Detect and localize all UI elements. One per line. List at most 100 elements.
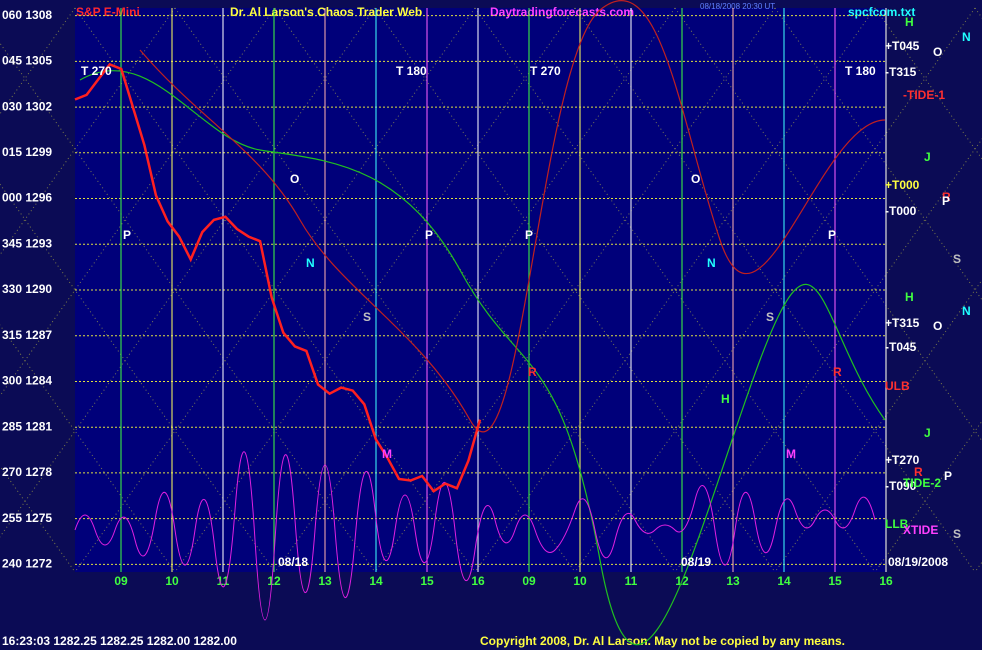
side-letter: S bbox=[953, 252, 961, 266]
lattice-line bbox=[874, 420, 982, 573]
x-tick-label: 13 bbox=[726, 574, 740, 588]
annotation: P bbox=[828, 228, 836, 242]
annotation: H bbox=[721, 392, 730, 406]
level-label: TIDE-2 bbox=[903, 476, 941, 490]
side-letter: P bbox=[944, 469, 952, 483]
lattice-line bbox=[0, 324, 176, 573]
level-label: ULB bbox=[885, 379, 910, 393]
annotation: N bbox=[707, 256, 716, 270]
y-tick-label: 015 1299 bbox=[2, 145, 52, 159]
y-tick-label: 300 1284 bbox=[2, 374, 52, 388]
level-label: +T000 bbox=[885, 178, 920, 192]
x-tick-label: 09 bbox=[114, 574, 128, 588]
instrument: S&P E-Mini bbox=[76, 5, 140, 19]
y-tick-label: 045 1305 bbox=[2, 54, 52, 68]
x-tick-label: 09 bbox=[522, 574, 536, 588]
y-tick-label: 240 1272 bbox=[2, 557, 52, 571]
x-tick-label: 15 bbox=[828, 574, 842, 588]
level-label: -T090 bbox=[885, 479, 917, 493]
annotation: R bbox=[528, 365, 537, 379]
copyright: Copyright 2008, Dr. Al Larson. May not b… bbox=[480, 634, 845, 648]
annotation: M bbox=[382, 447, 392, 461]
annotation: T 270 bbox=[530, 64, 561, 78]
status: 16:23:03 1282.25 1282.25 1282.00 1282.00 bbox=[2, 634, 237, 648]
annotation: 08/19/2008 bbox=[888, 555, 948, 569]
side-letter: O bbox=[933, 45, 942, 59]
annotation: O bbox=[290, 172, 299, 186]
y-tick-label: 285 1281 bbox=[2, 419, 52, 433]
lattice-line bbox=[474, 7, 876, 573]
indicator bbox=[139, 0, 886, 433]
x-tick-label: 14 bbox=[777, 574, 791, 588]
side-letter: H bbox=[905, 290, 914, 304]
lattice-line bbox=[0, 183, 276, 573]
level-label: +T045 bbox=[885, 39, 920, 53]
side-letter: J bbox=[924, 150, 931, 164]
annotation: P bbox=[525, 228, 533, 242]
side-letter: S bbox=[953, 527, 961, 541]
y-tick-label: 330 1290 bbox=[2, 282, 52, 296]
indicator bbox=[79, 70, 886, 646]
annotation: S bbox=[363, 310, 371, 324]
y-tick-label: 345 1293 bbox=[2, 236, 52, 250]
level-label: -TIDE-1 bbox=[903, 88, 945, 102]
level-label: -T045 bbox=[885, 340, 917, 354]
annotation: 08/18 bbox=[278, 555, 308, 569]
annotation: N bbox=[306, 256, 315, 270]
y-tick-label: 000 1296 bbox=[2, 191, 52, 205]
y-tick-label: 030 1302 bbox=[2, 99, 52, 113]
x-tick-label: 14 bbox=[369, 574, 383, 588]
lattice-line bbox=[774, 279, 982, 573]
website: Daytradingforecasts.com bbox=[490, 5, 634, 19]
annotation: P bbox=[123, 228, 131, 242]
side-letter: O bbox=[933, 319, 942, 333]
annotation: S bbox=[766, 310, 774, 324]
lattice-line bbox=[0, 42, 376, 573]
lattice-line bbox=[0, 465, 76, 573]
x-tick-label: 11 bbox=[217, 574, 230, 588]
lattice-line bbox=[374, 7, 776, 573]
lattice-line bbox=[74, 7, 476, 573]
indicator bbox=[74, 451, 876, 621]
lattice-line bbox=[74, 7, 476, 573]
y-tick-label: 255 1275 bbox=[2, 511, 52, 525]
lattice-line bbox=[474, 7, 876, 573]
price-line bbox=[74, 62, 482, 493]
lattice-line bbox=[574, 7, 976, 573]
annotation: O bbox=[691, 172, 700, 186]
x-tick-label: 11 bbox=[625, 574, 638, 588]
level-label: +T315 bbox=[885, 316, 920, 330]
annotation: T 180 bbox=[396, 64, 427, 78]
chart-title: Dr. Al Larson's Chaos Trader Web bbox=[230, 5, 422, 19]
level-label: -T315 bbox=[885, 65, 917, 79]
annotation: M bbox=[786, 447, 796, 461]
x-tick-label: 13 bbox=[318, 574, 332, 588]
x-tick-label: 10 bbox=[165, 574, 179, 588]
x-tick-label: 12 bbox=[267, 574, 281, 588]
level-label: LLB bbox=[885, 517, 909, 531]
x-tick-label: 10 bbox=[573, 574, 587, 588]
lattice-line bbox=[374, 7, 776, 573]
lattice-line bbox=[174, 7, 576, 573]
lattice-line bbox=[274, 7, 676, 573]
level-label: +T270 bbox=[885, 453, 920, 467]
y-tick-label: 270 1278 bbox=[2, 465, 52, 479]
annotation: T 270 bbox=[81, 64, 112, 78]
timestamp: 08/18/2008 20:30 UT bbox=[700, 2, 775, 11]
x-tick-label: 15 bbox=[420, 574, 434, 588]
side-letter: R bbox=[914, 465, 923, 479]
side-letter: N bbox=[962, 304, 971, 318]
side-letter: J bbox=[924, 426, 931, 440]
y-tick-label: 315 1287 bbox=[2, 328, 52, 342]
annotation: 08/19 bbox=[681, 555, 711, 569]
side-letter: N bbox=[962, 30, 971, 44]
lattice-line bbox=[0, 7, 376, 538]
annotation: T 180 bbox=[845, 64, 876, 78]
level-label: -T000 bbox=[885, 204, 917, 218]
side-letter: R bbox=[942, 190, 951, 204]
annotation: R bbox=[833, 365, 842, 379]
lattice-line bbox=[674, 138, 982, 573]
x-tick-label: 16 bbox=[879, 574, 893, 588]
